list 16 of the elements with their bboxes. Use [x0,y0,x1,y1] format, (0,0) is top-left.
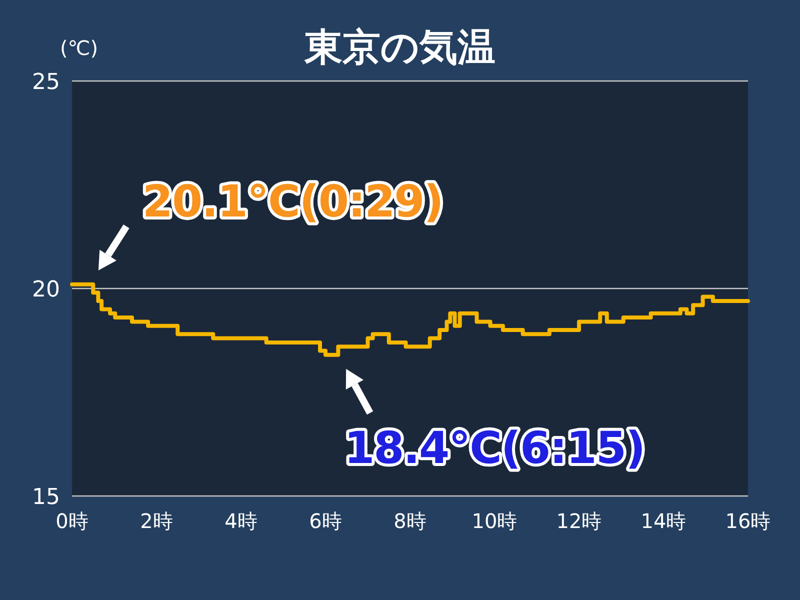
x-tick-label: 16時 [725,509,771,533]
y-tick-label: 25 [32,70,60,95]
annotation: 20.1℃(0:29) [142,176,443,228]
annotation: 18.4℃(6:15) [344,422,645,474]
chart-title: 東京の気温 [304,25,496,69]
x-tick-label: 12時 [556,509,602,533]
x-tick-label: 4時 [224,509,258,533]
x-tick-label: 6時 [309,509,342,533]
y-axis-title: (℃) [60,36,98,60]
y-tick-label: 20 [32,278,60,302]
x-tick-label: 10時 [472,509,518,533]
x-tick-label: 14時 [640,509,686,533]
x-tick-label: 2時 [140,509,173,533]
x-tick-label: 0時 [56,509,88,533]
x-tick-label: 8時 [394,509,426,533]
y-tick-label: 15 [32,485,60,510]
